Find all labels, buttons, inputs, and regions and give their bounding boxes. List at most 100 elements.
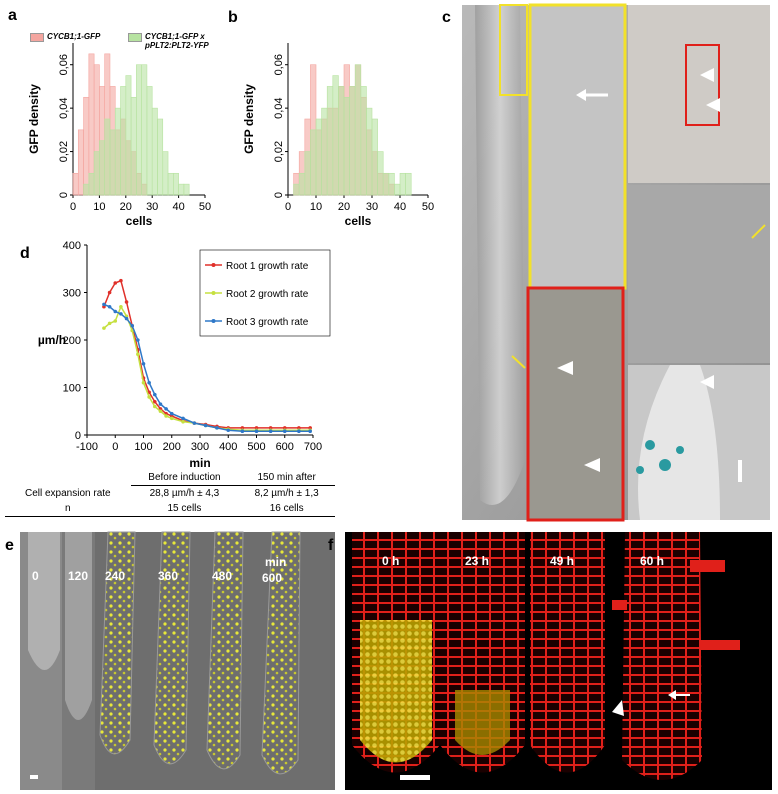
histogram-bar [77,129,84,196]
histogram-bar [125,75,132,196]
point [181,419,185,424]
histogram-bar [109,129,116,196]
panel-label: b [228,9,238,26]
column-header: 150 min after [238,470,335,486]
micrograph-e: e 0 120 240 360 480 min 600 [5,531,335,790]
point [192,421,197,425]
point [102,326,106,330]
point [119,278,123,283]
table-corner [5,470,131,486]
histogram-bar [382,172,390,196]
histogram-bar [338,86,345,196]
x-tick-label: 20 [120,201,132,213]
y-tick-label: 0 [75,430,81,442]
histogram-bar [377,151,384,196]
point [181,416,185,421]
histogram-bar [304,151,311,196]
histogram-bar [298,172,306,196]
histogram-bar [157,118,164,196]
x-tick-label: 200 [163,441,181,453]
y-tick-label: 0,02 [58,141,70,162]
histogram-bar [83,183,90,196]
x-axis-label: cells [126,214,153,228]
point [297,429,301,434]
point [164,414,168,418]
legend-swatch [30,33,44,42]
point [203,423,208,428]
cell: 16 cells [238,501,335,517]
point [102,302,106,307]
histogram-bar [321,107,328,196]
histogram-bar [183,183,190,196]
table-row: Cell expansion rate 28,8 µm/h ± 4,3 8,2 … [5,486,335,502]
micrograph-f: f 0 h 23 h 49 h 60 h [328,532,772,790]
panel-label: f [328,537,334,554]
point [136,338,140,342]
row-label: n [5,501,131,517]
y-tick-label: 100 [63,383,81,395]
point [308,429,312,434]
histogram-bar [173,172,179,196]
histogram-bar [130,96,137,196]
point [136,352,140,357]
row-label: Cell expansion rate [24,487,111,499]
histogram-bar [162,151,169,196]
point [158,409,163,414]
time-label: 60 h [640,554,664,568]
x-tick-label: 0 [285,201,291,213]
x-tick-label: 0 [112,441,118,453]
time-label: 0 h [382,554,399,568]
panel-label: c [442,9,451,26]
histogram-bar [343,96,350,196]
histogram-bar [104,118,111,196]
time-label: 600 [262,571,282,585]
y-axis-label: µm/h [38,333,66,347]
histogram-bar [293,183,300,196]
y-tick-label: 300 [63,288,81,300]
y-tick-label: 0,02 [273,141,285,162]
y-tick-label: 0 [58,192,70,198]
panel-label: d [20,245,30,262]
histogram-bar [332,75,339,196]
point [215,426,219,430]
histogram-bar [99,140,105,196]
point [169,416,174,421]
histogram-bar [114,107,121,196]
time-label: 240 [105,569,125,583]
histogram-bar [120,86,127,196]
legend-label: Root 2 growth rate [226,289,309,300]
point [158,402,163,406]
x-tick-label: 10 [310,201,322,213]
point [226,428,231,433]
x-tick-label: 40 [394,201,406,213]
point [153,399,157,404]
column-header: Before induction [130,470,239,486]
point [124,316,129,321]
y-tick-label: 400 [63,240,81,252]
legend-item: CYCB1;1-GFP x pPLT2:PLT2-YFP [128,32,243,50]
time-label: 480 [212,569,232,583]
histogram-bar [310,129,317,196]
histogram-bar [146,86,153,196]
point [282,429,287,434]
histogram-bar [388,172,395,196]
histogram-bar [83,96,90,196]
histogram-bar [151,107,158,196]
point [147,380,151,385]
y-tick-label: 0,04 [58,97,70,118]
x-axis-label: cells [345,214,372,228]
legend-label: CYCB1;1-GFP [47,32,101,41]
histogram-bar [354,64,362,196]
y-tick-label: 0 [273,192,285,198]
x-tick-label: 500 [247,441,265,453]
histogram-bar [178,183,185,196]
x-tick-label: 30 [146,201,158,213]
x-tick-label: 10 [93,201,105,213]
y-tick-label: 200 [63,335,81,347]
legend-item: CYCB1;1-GFP [30,32,122,42]
panel-label: e [5,537,14,554]
point [268,429,273,434]
legend-label: Root 1 growth rate [226,261,309,272]
x-tick-label: -100 [76,441,98,453]
